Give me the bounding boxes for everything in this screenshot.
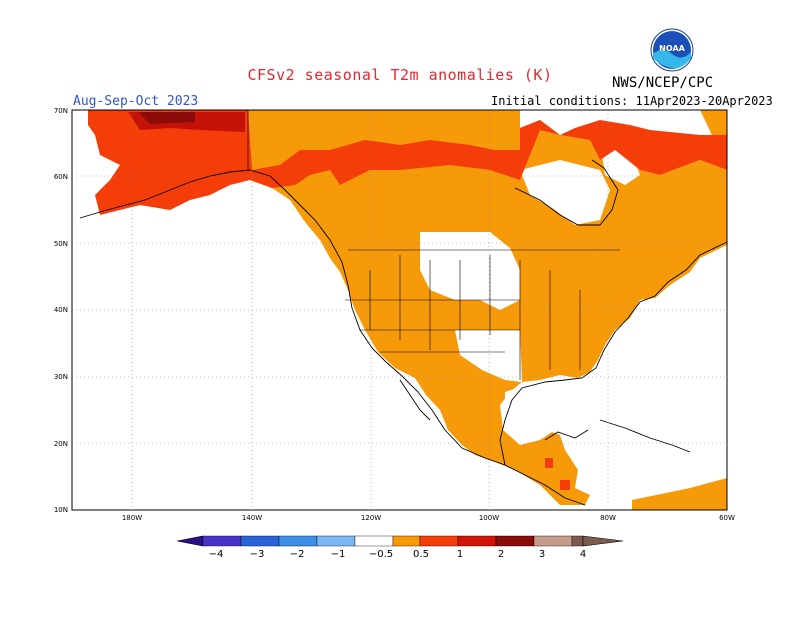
neutral-region-southern-plains <box>455 330 522 382</box>
state-borders <box>247 110 620 380</box>
colorbar-swatch <box>571 535 584 547</box>
lat-label: 50N <box>54 240 68 248</box>
agency-label: NWS/NCEP/CPC <box>612 75 714 91</box>
longitude-labels: 180W 140W 120W 100W 80W 60W <box>122 514 735 522</box>
colorbar-swatch <box>533 535 573 547</box>
coastlines <box>79 159 727 506</box>
lon-label: 80W <box>600 514 616 522</box>
lon-label: 140W <box>242 514 262 522</box>
anomaly-region-cuba-caribbean <box>632 478 727 510</box>
lat-label: 30N <box>54 373 68 381</box>
neutral-region-northern-plains <box>420 232 520 310</box>
anomaly-region-05-1 <box>248 110 727 505</box>
colorbar-swatch <box>495 535 535 547</box>
lat-label: 40N <box>54 306 68 314</box>
lon-label: 120W <box>361 514 381 522</box>
anomaly-region-3-4 <box>138 112 195 124</box>
lon-label: 180W <box>122 514 142 522</box>
initial-conditions-label: Initial conditions: 11Apr2023-20Apr2023 <box>491 94 773 108</box>
lat-label: 70N <box>54 107 68 115</box>
colorbar-label: 3 <box>539 549 545 560</box>
colorbar-label: 1 <box>457 549 463 560</box>
colorbar-swatch <box>419 535 459 547</box>
colorbar-label: 2 <box>498 549 504 560</box>
colorbar-swatch <box>457 535 497 547</box>
lat-label: 20N <box>54 440 68 448</box>
colorbar-swatch <box>278 535 318 547</box>
season-label: Aug-Sep-Oct 2023 <box>73 94 199 109</box>
colorbar-label: −2 <box>290 549 305 560</box>
colorbar-swatch <box>202 535 242 547</box>
anomaly-cell-central-america <box>560 480 570 490</box>
colorbar: −4 −3 −2 −1 −0.5 0.5 1 2 3 4 <box>176 535 624 560</box>
noaa-logo-icon: NOAA <box>650 28 694 72</box>
logo-text: NOAA <box>659 44 685 53</box>
neutral-region-hudson <box>520 160 610 225</box>
lat-label: 60N <box>54 173 68 181</box>
graticule <box>72 110 727 510</box>
latitude-labels: 10N 20N 30N 40N 50N 60N 70N <box>54 107 68 514</box>
lon-label: 60W <box>719 514 735 522</box>
lon-label: 100W <box>479 514 499 522</box>
colorbar-low-arrow <box>176 535 204 547</box>
colorbar-swatch <box>240 535 280 547</box>
colorbar-swatch <box>392 535 421 547</box>
anomaly-region-greenland-east <box>700 110 727 135</box>
colorbar-label: −1 <box>331 549 346 560</box>
colorbar-swatch <box>316 535 356 547</box>
colorbar-label: 4 <box>580 549 586 560</box>
neutral-region-texas-gulf <box>505 380 562 440</box>
lat-label: 10N <box>54 506 68 514</box>
map-frame <box>71 109 728 511</box>
colorbar-label: −4 <box>209 549 224 560</box>
chart-title: CFSv2 seasonal T2m anomalies (K) <box>247 66 553 84</box>
colorbar-swatch <box>354 535 394 547</box>
colorbar-label: −3 <box>250 549 265 560</box>
colorbar-label: −0.5 <box>369 549 393 560</box>
colorbar-high-arrow <box>582 535 624 547</box>
anomaly-cell-central-america <box>545 458 553 468</box>
colorbar-label: 0.5 <box>413 549 429 560</box>
